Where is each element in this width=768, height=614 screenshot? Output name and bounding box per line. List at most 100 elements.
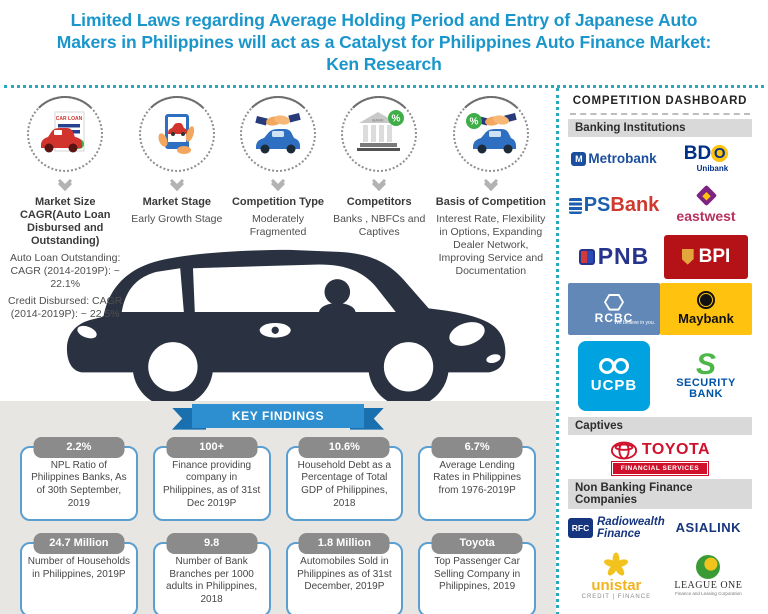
security-bank-s-icon: S xyxy=(695,347,716,381)
logo-bdo: BD O Unibank xyxy=(683,143,729,174)
finding-description: Top Passenger Car Selling Company in Phi… xyxy=(434,555,521,593)
eastwest-diamond-icon xyxy=(695,184,717,206)
finding-card: Toyota Top Passenger Car Selling Company… xyxy=(418,532,536,614)
logo-bpi: BPI xyxy=(664,234,748,279)
finding-value: 24.7 Million xyxy=(33,532,125,554)
finding-description: Number of Households in Philippines, 201… xyxy=(27,555,131,580)
logo-security-bank: S SECURITY BANK xyxy=(676,347,736,401)
car-loan-document-icon: CAR LOAN xyxy=(27,95,104,172)
metrobank-icon: M xyxy=(571,151,587,166)
finding-description: Finance providing company in Philippines… xyxy=(162,459,261,510)
psbank-wordmark-bank: Bank xyxy=(610,194,660,217)
bpi-shield-icon xyxy=(681,248,694,265)
highlight-detail: Auto Loan Outstanding: CAGR (2014-2019P)… xyxy=(10,251,121,290)
bdo-wordmark: BD xyxy=(683,143,712,165)
unistar-credit-finance-label: CREDIT | FINANCE xyxy=(581,593,652,600)
svg-text:%: % xyxy=(392,113,401,124)
logo-rcbc: RCBC We believe in you. xyxy=(568,282,660,335)
logo-eastwest: eastwest xyxy=(676,184,736,224)
finding-description: Average Lending Rates in Philippines fro… xyxy=(433,459,522,497)
logo-asialink: ASIALINK xyxy=(676,520,741,535)
asialink-wordmark: ASIALINK xyxy=(675,520,742,536)
bdo-unibank-label: Unibank xyxy=(696,164,729,174)
nbfc-logos-grid: RFC Radiowealth Finance ASIALINK xyxy=(568,511,752,607)
highlight-basis-of-competition: % Basis of Competition Interest Rate, Fl… xyxy=(434,95,548,322)
logo-unistar: unistar CREDIT | FINANCE xyxy=(582,552,651,600)
highlight-label: Competition Type xyxy=(231,195,325,208)
handshake-car-icon xyxy=(240,95,316,172)
highlight-description: Interest Rate, Flexibility in Options, E… xyxy=(436,212,546,278)
finding-card: 1.8 Million Automobiles Sold in Philippi… xyxy=(285,532,404,614)
highlight-label: Market Stage xyxy=(142,195,212,208)
finding-value: 9.8 xyxy=(166,532,258,554)
metrobank-wordmark: Metrobank xyxy=(588,151,657,167)
highlight-label: Basis of Competition xyxy=(435,195,546,208)
finding-card: 6.7% Average Lending Rates in Philippine… xyxy=(418,436,536,521)
highlight-detail: Credit Disbursed: CAGR (2014-2019P): ~ 2… xyxy=(8,294,123,321)
league-one-wordmark: LEAGUE ONE xyxy=(674,580,743,592)
toyota-wordmark: TOYOTA xyxy=(641,441,711,459)
rfc-box-icon: RFC xyxy=(568,517,593,538)
unistar-wordmark: unistar xyxy=(591,576,642,594)
psbank-wordmark-ps: PS xyxy=(583,194,611,217)
pnb-wordmark: PNB xyxy=(597,243,650,270)
dotted-divider xyxy=(4,84,764,88)
eastwest-wordmark: eastwest xyxy=(676,207,736,224)
key-findings-ribbon: KEY FINDINGS xyxy=(172,403,384,430)
finding-value: 100+ xyxy=(166,436,258,458)
key-findings-banner: KEY FINDINGS xyxy=(192,403,364,428)
rfc-wordmark-line2: Finance xyxy=(597,527,641,540)
logo-toyota-financial-services: TOYOTA FINANCIAL SERVICES xyxy=(568,441,752,476)
finding-card: 9.8 Number of Bank Branches per 1000 adu… xyxy=(152,532,271,614)
finding-description: Number of Bank Branches per 1000 adults … xyxy=(166,555,258,606)
market-highlights-row: CAR LOAN xyxy=(0,88,556,322)
highlight-competition-type: Competition Type Moderately Fragmented xyxy=(231,95,325,322)
toyota-financial-services-label: FINANCIAL SERVICES xyxy=(610,460,710,476)
key-findings-grid: 2.2% NPL Ratio of Philippines Banks, As … xyxy=(0,430,556,614)
main-panel: CAR LOAN xyxy=(0,88,556,614)
logo-metrobank: M Metrobank xyxy=(571,151,657,167)
banking-logos-grid: M Metrobank BD O Unibank PS Bank eastwest xyxy=(568,139,752,415)
content-area: CAR LOAN xyxy=(0,87,768,614)
competition-dashboard: COMPETITION DASHBOARD Banking Institutio… xyxy=(556,87,768,614)
league-one-tagline: Finance and Leasing Corporation xyxy=(675,591,742,597)
section-captives: Captives xyxy=(568,416,752,435)
league-one-circle-icon xyxy=(696,555,721,580)
ucpb-wordmark: UCPB xyxy=(590,377,638,395)
finding-value: 1.8 Million xyxy=(298,532,390,554)
rfc-wordmark-line1: Radiowealth xyxy=(597,515,665,528)
logo-league-one: LEAGUE ONE Finance and Leasing Corporati… xyxy=(674,555,742,596)
unistar-flower-icon xyxy=(604,552,629,576)
maybank-wordmark: Maybank xyxy=(678,311,734,327)
finding-value: Toyota xyxy=(431,532,523,554)
logo-ucpb: UCPB xyxy=(578,340,650,411)
logo-psbank: PS Bank xyxy=(568,194,660,217)
highlight-market-stage: Market Stage Early Growth Stage xyxy=(127,95,226,322)
rcbc-hexagon-icon xyxy=(604,293,624,311)
finding-card: 2.2% NPL Ratio of Philippines Banks, As … xyxy=(20,436,138,521)
page-title: Limited Laws regarding Average Holding P… xyxy=(56,10,712,75)
finding-value: 2.2% xyxy=(33,436,125,458)
svg-text:BANK: BANK xyxy=(372,117,384,122)
finding-description: Household Debt as a Percentage of Total … xyxy=(297,459,392,510)
svg-text:%: % xyxy=(469,116,478,127)
toyota-emblem-icon xyxy=(610,441,637,460)
highlight-label: Market Size CAGR(Auto Loan Disbursed and… xyxy=(19,195,111,247)
logo-pnb: PNB xyxy=(578,243,650,270)
bpi-wordmark: BPI xyxy=(698,245,731,267)
car-silhouette xyxy=(66,249,506,407)
pnb-shield-icon xyxy=(578,248,595,265)
rcbc-tagline: We believe in you. xyxy=(614,319,655,326)
psbank-icon xyxy=(568,197,582,214)
svg-text:CAR LOAN: CAR LOAN xyxy=(56,116,83,122)
logo-rfc-radiowealth: RFC Radiowealth Finance xyxy=(568,516,665,540)
maybank-tiger-icon xyxy=(697,291,715,310)
logo-maybank: Maybank xyxy=(660,282,752,335)
highlight-description: Early Growth Stage xyxy=(131,212,223,225)
section-non-banking-finance-companies: Non Banking Finance Companies xyxy=(568,478,752,509)
finding-card: 10.6% Household Debt as a Percentage of … xyxy=(285,436,404,521)
finding-card: 24.7 Million Number of Households in Phi… xyxy=(20,532,138,614)
highlight-description: Moderately Fragmented xyxy=(249,212,307,238)
highlight-label: Competitors xyxy=(346,195,412,208)
